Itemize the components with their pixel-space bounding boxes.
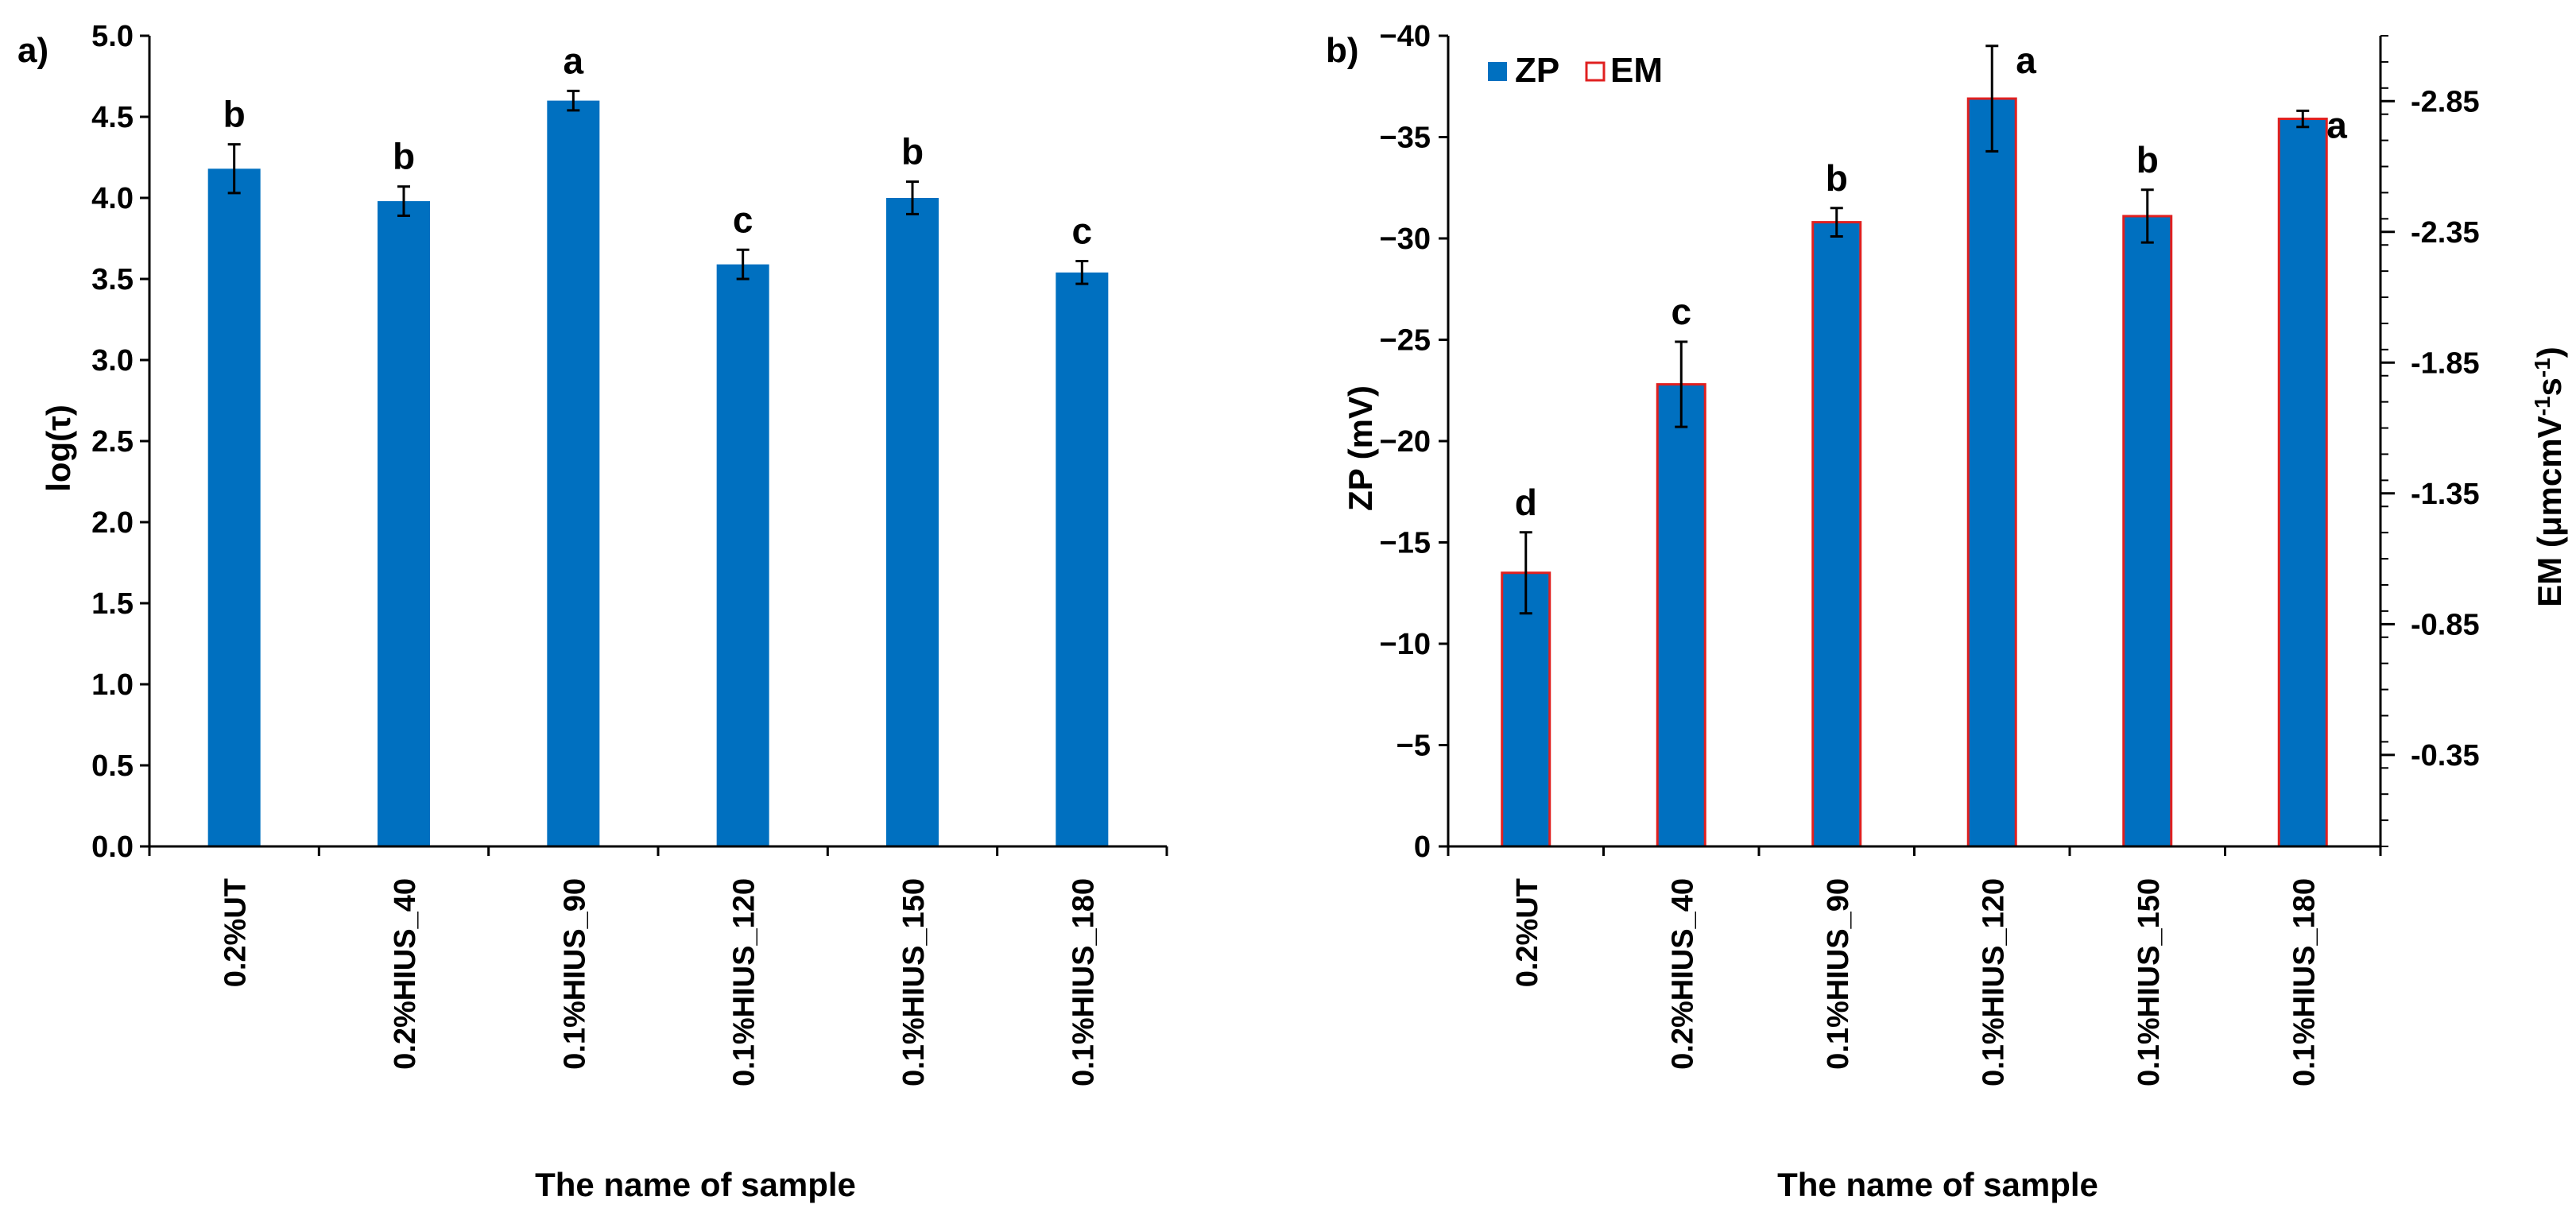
panel-a-y-tick-label: 4.0 [91, 182, 134, 215]
legend-em-swatch [1585, 61, 1606, 82]
panel-b-y2-tick-label: -2.35 [2411, 216, 2480, 250]
panel-b-y-tick-label: −15 [1380, 527, 1431, 560]
sig-letter-b-3: a [2016, 40, 2036, 81]
sig-letter-b-1: c [1671, 291, 1691, 332]
category-label-b-5: 0.1%HIUS_180 [2287, 878, 2321, 1086]
category-label-a-5: 0.1%HIUS_180 [1067, 878, 1100, 1086]
sig-letter-b-4: b [2136, 139, 2159, 180]
sig-letter-b-2: b [1826, 157, 1848, 199]
legend-zp-swatch [1488, 62, 1507, 81]
panel-a-y-tick-label: 4.5 [91, 101, 134, 134]
panel-a-y-tick-label: 3.5 [91, 263, 134, 296]
panel-b-y-tick-label: −10 [1380, 628, 1431, 661]
bar-a-4 [886, 198, 939, 846]
category-label-a-3: 0.1%HIUS_120 [728, 878, 761, 1086]
bar-a-5 [1056, 272, 1109, 847]
sig-letter-a-4: b [901, 131, 924, 172]
sig-letter-a-5: c [1072, 211, 1093, 252]
panel-b-y-tick-label: −25 [1380, 324, 1431, 358]
panel-a-y-tick-label: 1.5 [91, 587, 134, 621]
panel-a-y-tick-label: 0.0 [91, 831, 134, 864]
bar-a-3 [716, 264, 769, 846]
panel-b-y2-tick-label: -1.85 [2411, 347, 2480, 380]
bar-a-1 [378, 201, 430, 846]
legend-em-label: EM [1610, 51, 1663, 90]
panel-a-y-tick-label: 1.0 [91, 668, 134, 702]
panel-b-y2-tick-label: -0.35 [2411, 739, 2480, 773]
panel-b-y2-axis-title: EM (μmcmV-1s-1) [2530, 347, 2568, 607]
sig-letter-a-1: b [393, 136, 415, 177]
bar-zp-0 [1501, 571, 1551, 848]
panel-b-y-tick-label: −30 [1380, 223, 1431, 256]
category-label-b-3: 0.1%HIUS_120 [1977, 878, 2010, 1086]
bar-zp-5 [2277, 118, 2328, 848]
sig-letter-b-0: d [1515, 482, 1537, 523]
bar-zp-3 [1966, 97, 2017, 848]
category-label-a-2: 0.1%HIUS_90 [558, 878, 591, 1070]
bar-zp-4 [2122, 215, 2173, 848]
category-label-b-2: 0.1%HIUS_90 [1822, 878, 1855, 1070]
sig-letter-b-5: a [2326, 104, 2347, 145]
panel-a-y-tick-label: 2.0 [91, 506, 134, 540]
panel-a: a) log(τ) The name of sample b 0.2%UT b 0.2… [17, 20, 1168, 1203]
category-label-a-0: 0.2%UT [219, 878, 253, 987]
sig-letter-a-3: c [733, 199, 753, 240]
category-label-a-4: 0.1%HIUS_150 [897, 878, 931, 1086]
panel-a-y-tick-label: 0.5 [91, 749, 134, 783]
panel-b-y2-tick-label: -1.35 [2411, 478, 2480, 511]
sig-letter-a-0: b [223, 94, 246, 135]
panel-a-y-tick-label: 2.5 [91, 425, 134, 459]
panel-a-label: a) [17, 31, 48, 70]
panel-b-y-axis-title: ZP (mV) [1342, 385, 1379, 511]
category-label-b-0: 0.2%UT [1511, 878, 1544, 987]
panel-a-y-axis-title: log(τ) [40, 405, 77, 492]
panel-b-label: b) [1326, 31, 1359, 70]
panel-b-y-tick-label: −35 [1380, 122, 1431, 155]
panel-b-x-axis-title: The name of sample [1777, 1166, 2098, 1203]
panel-a-y-tick-label: 3.0 [91, 344, 134, 378]
bar-a-0 [207, 168, 261, 846]
sig-letter-a-2: a [564, 40, 584, 81]
panel-a-y-tick-label: 5.0 [91, 20, 134, 53]
panel-b-y-tick-label: −40 [1380, 20, 1431, 53]
bar-a-2 [547, 100, 600, 847]
panel-b: b) ZP (mV) EM (μmcmV-1s-1) The name of s… [1326, 20, 2568, 1203]
legend: ZP EM [1488, 51, 1663, 90]
panel-b-y2-tick-label: -2.85 [2411, 85, 2480, 118]
bar-zp-1 [1656, 383, 1706, 848]
panel-b-y-tick-label: −20 [1380, 425, 1431, 459]
panel-b-y2-tick-label: -0.85 [2411, 608, 2480, 641]
panel-b-y-tick-label: 0 [1414, 831, 1431, 864]
panel-b-y-tick-label: −5 [1396, 730, 1431, 763]
category-label-a-1: 0.2%HIUS_40 [389, 878, 422, 1070]
legend-zp-label: ZP [1515, 51, 1559, 90]
bar-zp-2 [1811, 221, 1862, 848]
panel-a-x-axis-title: The name of sample [535, 1166, 856, 1203]
category-label-b-4: 0.1%HIUS_150 [2132, 878, 2166, 1086]
category-label-b-1: 0.2%HIUS_40 [1666, 878, 1699, 1070]
